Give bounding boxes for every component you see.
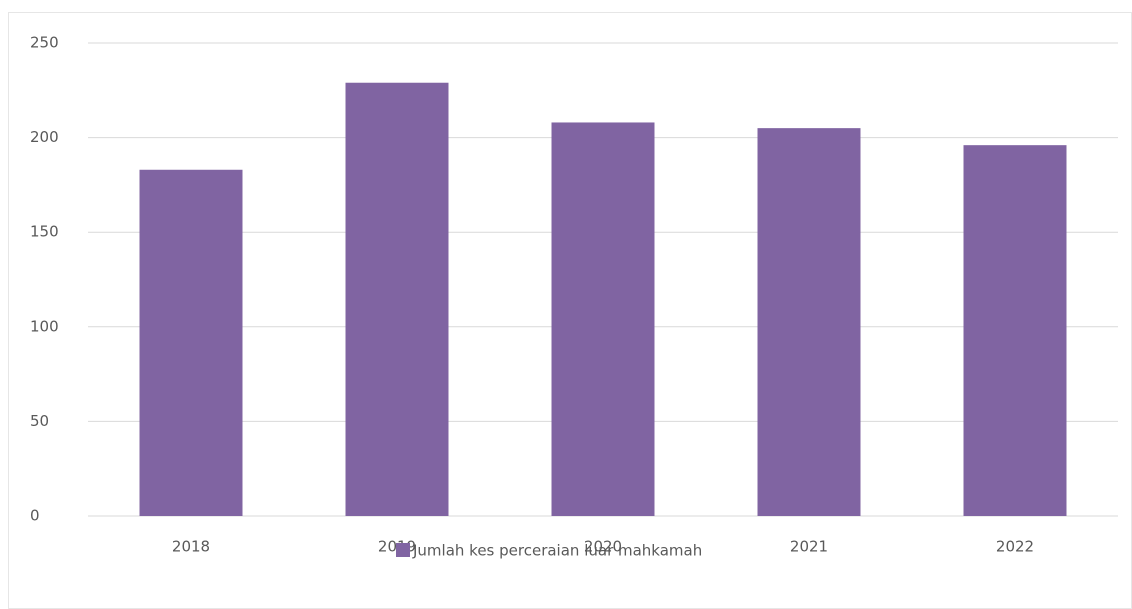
- x-tick-label: 2018: [172, 538, 210, 556]
- bar: [345, 82, 449, 517]
- y-tick-label: 50: [30, 412, 49, 430]
- bar: [963, 145, 1067, 516]
- bar: [757, 128, 861, 516]
- legend-swatch: [396, 543, 410, 557]
- bar: [139, 169, 243, 516]
- y-tick-label: 200: [30, 128, 59, 146]
- y-tick-label: 0: [30, 507, 40, 525]
- x-tick-label: 2021: [790, 538, 828, 556]
- y-tick-label: 250: [30, 34, 59, 52]
- x-tick-label: 2022: [996, 538, 1034, 556]
- legend-label: Jumlah kes perceraian luar mahkamah: [412, 542, 702, 560]
- y-tick-label: 150: [30, 223, 59, 241]
- y-tick-label: 100: [30, 317, 59, 335]
- x-tick-label: 2020: [584, 538, 622, 556]
- bar: [551, 122, 655, 517]
